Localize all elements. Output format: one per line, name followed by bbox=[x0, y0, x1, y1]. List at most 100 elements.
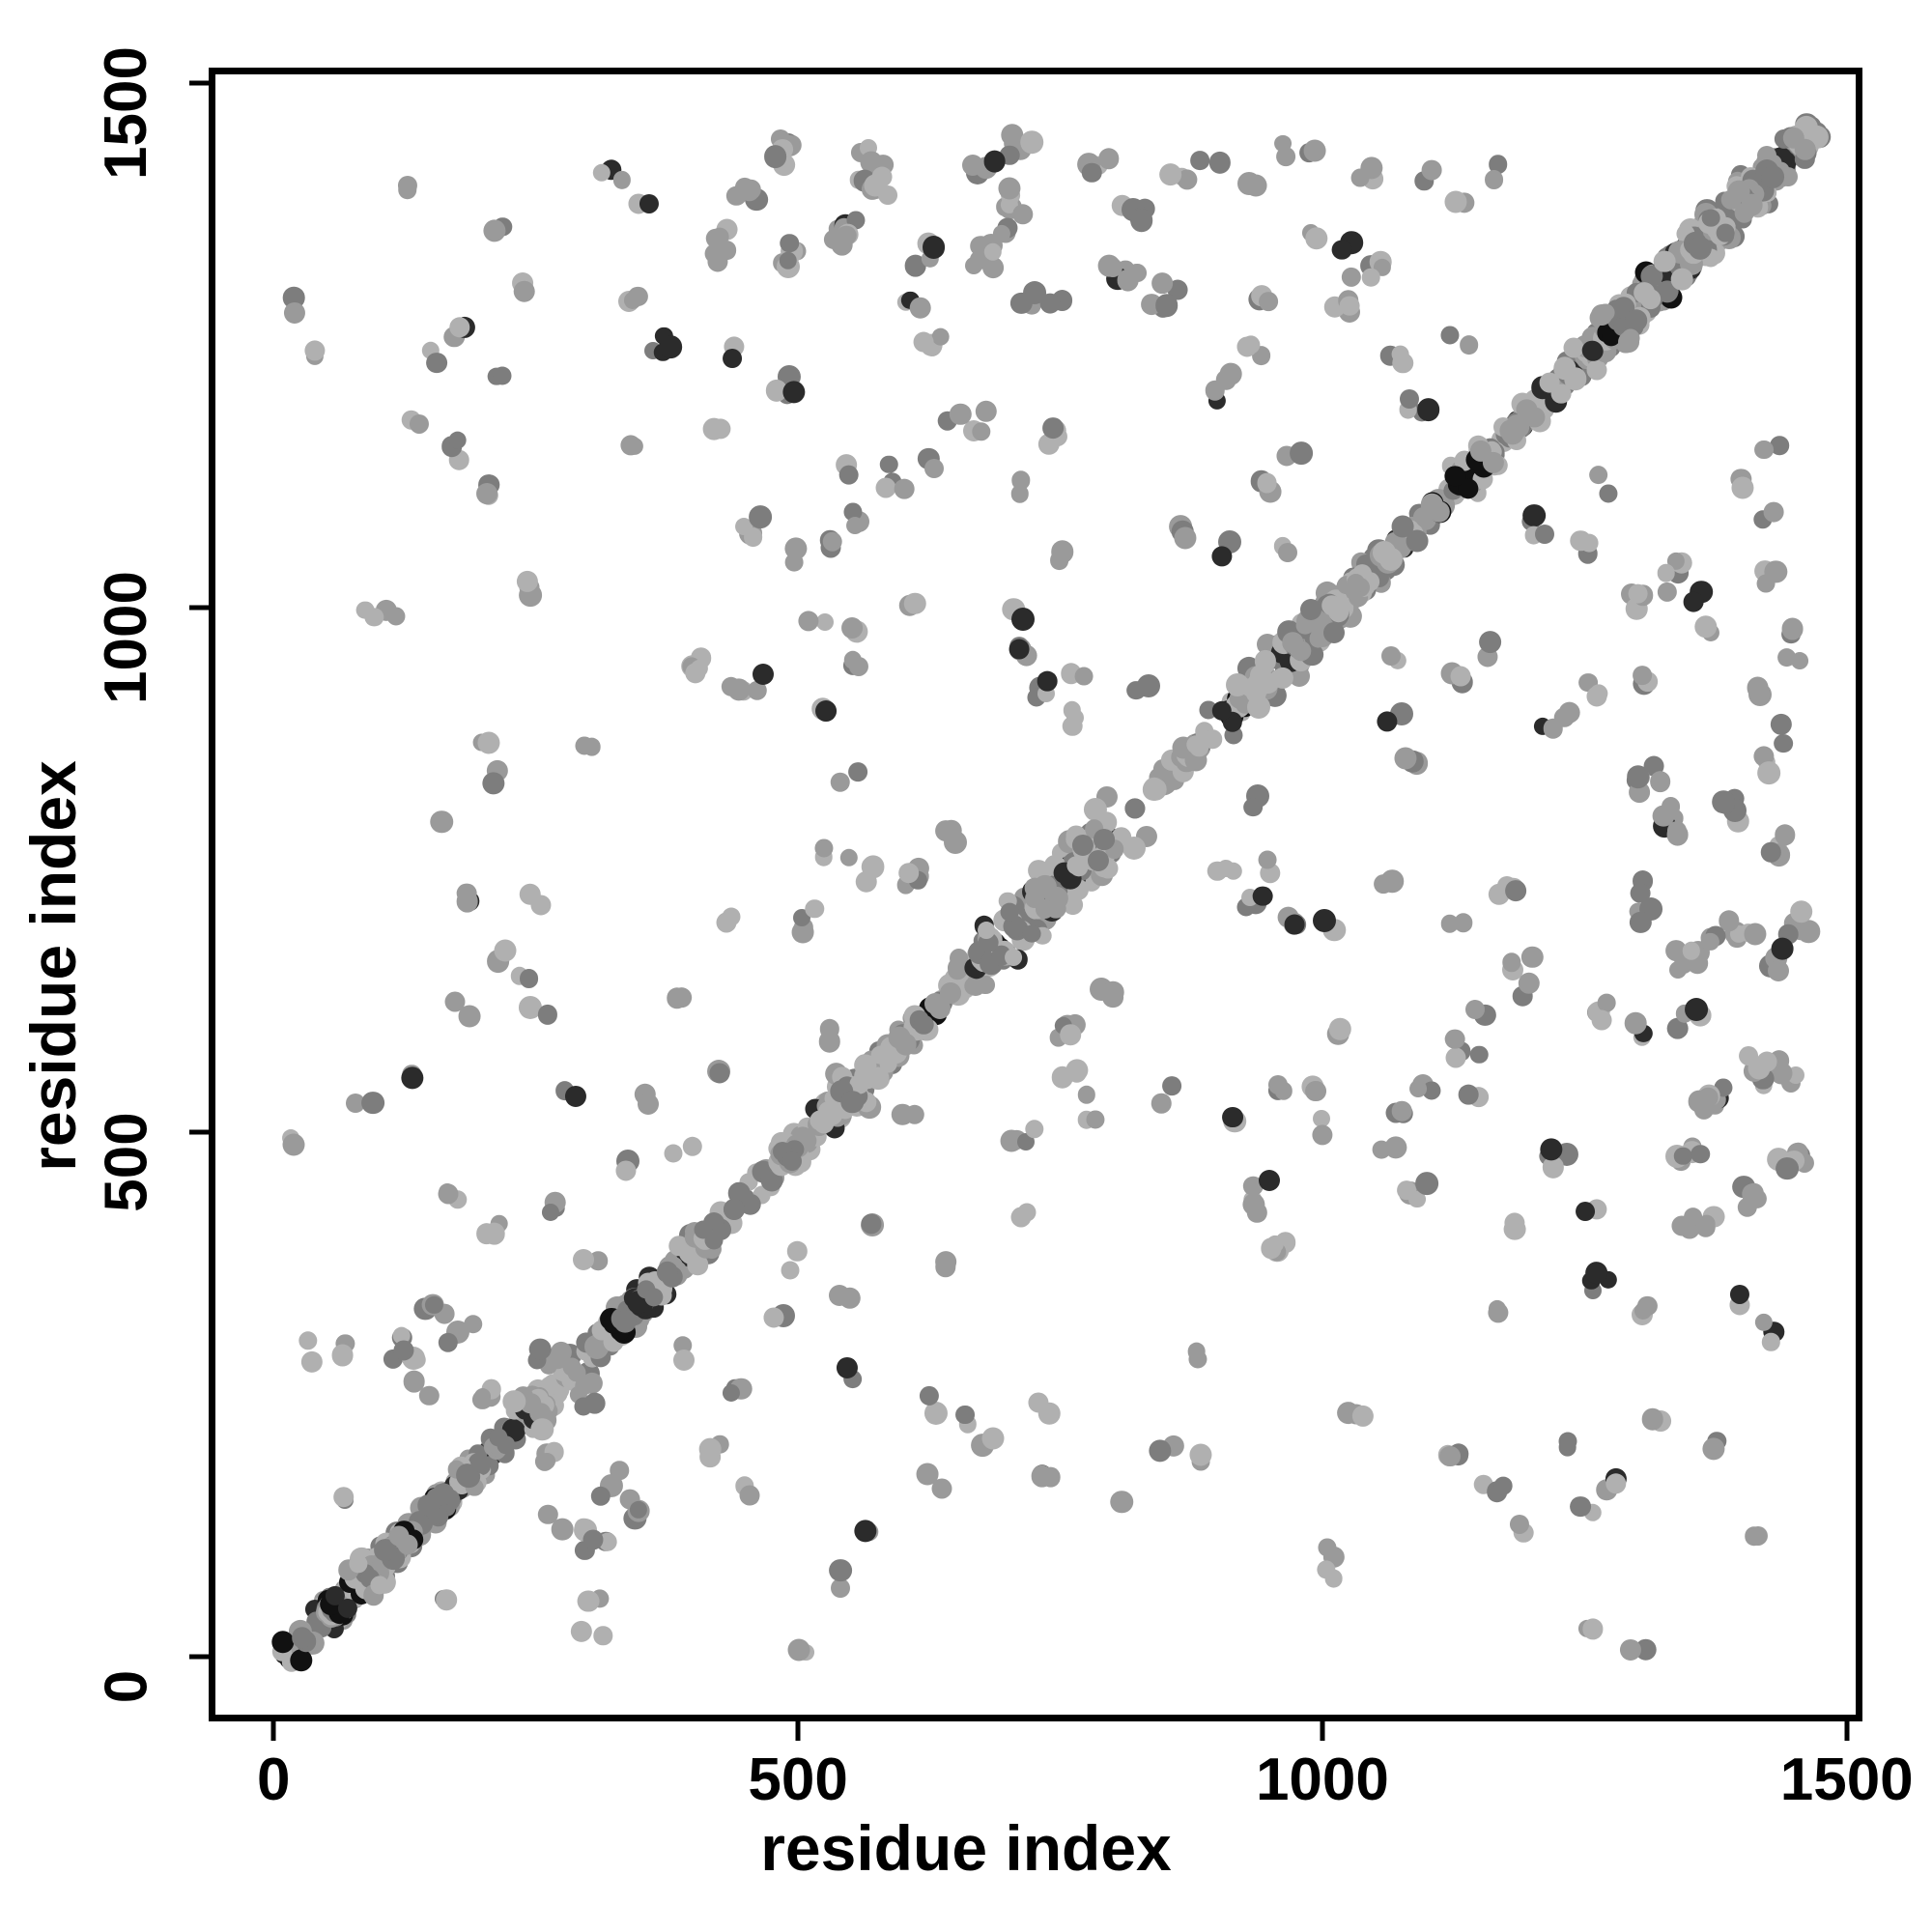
scatter-point bbox=[1009, 639, 1030, 660]
scatter-point bbox=[1039, 293, 1061, 314]
scatter-point bbox=[1312, 1124, 1333, 1146]
scatter-point bbox=[1757, 761, 1781, 785]
scatter-point bbox=[723, 1198, 746, 1221]
scatter-point bbox=[1671, 1215, 1692, 1236]
scatter-point bbox=[529, 1338, 552, 1360]
scatter-point bbox=[583, 1392, 606, 1414]
scatter-point bbox=[1049, 551, 1069, 570]
scatter-point bbox=[1331, 240, 1352, 260]
scatter-point bbox=[1727, 180, 1750, 203]
scatter-point bbox=[1690, 1145, 1711, 1164]
scatter-point bbox=[438, 1332, 458, 1353]
scatter-point bbox=[291, 1627, 313, 1649]
scatter-point bbox=[374, 1538, 397, 1562]
scatter-point bbox=[1775, 1156, 1799, 1180]
scatter-point bbox=[913, 1014, 934, 1035]
scatter-point bbox=[639, 193, 660, 213]
scatter-point bbox=[1683, 591, 1704, 612]
scatter-point bbox=[698, 1437, 722, 1461]
scatter-point bbox=[1717, 223, 1735, 242]
scatter-point bbox=[1117, 269, 1139, 292]
scatter-point bbox=[1657, 582, 1677, 603]
scatter-point bbox=[1154, 294, 1179, 318]
scatter-point bbox=[1558, 1432, 1577, 1451]
scatter-point bbox=[707, 251, 728, 272]
scatter-point bbox=[419, 1385, 440, 1406]
scatter-point bbox=[409, 414, 429, 435]
scatter-point bbox=[1774, 824, 1796, 845]
scatter-point bbox=[1649, 771, 1671, 792]
scatter-point bbox=[401, 1066, 424, 1090]
scatter-point bbox=[439, 1183, 456, 1202]
y-tick-label: 500 bbox=[93, 1112, 159, 1212]
scatter-point bbox=[1770, 713, 1792, 735]
scatter-point bbox=[1162, 1075, 1181, 1095]
scatter-point bbox=[1563, 337, 1584, 357]
scatter-point bbox=[998, 177, 1021, 200]
scatter-point bbox=[1000, 902, 1019, 922]
x-tick-1000 bbox=[1320, 1721, 1325, 1741]
scatter-point bbox=[1207, 861, 1228, 882]
scatter-point bbox=[338, 1599, 358, 1619]
scatter-point bbox=[1503, 1218, 1526, 1240]
scatter-point bbox=[1244, 174, 1267, 197]
scatter-point bbox=[829, 1284, 851, 1306]
scatter-point bbox=[1756, 574, 1776, 593]
scatter-point bbox=[436, 1589, 457, 1611]
scatter-point bbox=[838, 465, 860, 486]
scatter-point bbox=[1458, 1084, 1479, 1105]
scatter-point bbox=[1257, 472, 1278, 494]
scatter-point bbox=[837, 1356, 859, 1378]
scatter-point bbox=[981, 1427, 1005, 1450]
scatter-point bbox=[1685, 998, 1709, 1022]
scatter-point bbox=[682, 1136, 702, 1156]
scatter-point bbox=[1252, 886, 1273, 906]
scatter-point bbox=[615, 1159, 637, 1181]
x-tick-0 bbox=[270, 1721, 276, 1741]
scatter-point bbox=[1563, 367, 1587, 390]
scatter-point bbox=[940, 981, 962, 1004]
scatter-point bbox=[530, 1417, 554, 1441]
scatter-point bbox=[1657, 563, 1676, 582]
scatter-point bbox=[1582, 340, 1603, 361]
scatter-point bbox=[861, 856, 882, 877]
scatter-point bbox=[830, 772, 851, 792]
scatter-point bbox=[1017, 1203, 1037, 1222]
scatter-point bbox=[1124, 798, 1146, 819]
scatter-point bbox=[301, 1350, 324, 1374]
scatter-point bbox=[1277, 542, 1297, 562]
scatter-point bbox=[894, 478, 915, 499]
scatter-point bbox=[822, 531, 842, 553]
scatter-point bbox=[458, 1005, 481, 1028]
scatter-point bbox=[1324, 1569, 1343, 1588]
scatter-point bbox=[1781, 617, 1804, 640]
scatter-point bbox=[473, 1387, 492, 1406]
scatter-point bbox=[779, 251, 797, 270]
scatter-point bbox=[1040, 1466, 1061, 1488]
scatter-point bbox=[623, 292, 641, 310]
scatter-point bbox=[1409, 1080, 1427, 1098]
scatter-point bbox=[456, 883, 477, 903]
scatter-point bbox=[1444, 1029, 1465, 1050]
scatter-point bbox=[1072, 834, 1094, 856]
scatter-point bbox=[551, 1519, 574, 1541]
scatter-point bbox=[1341, 267, 1362, 287]
scatter-point bbox=[723, 349, 743, 369]
scatter-point bbox=[1258, 850, 1277, 869]
scatter-point bbox=[1744, 923, 1767, 946]
scatter-point bbox=[839, 848, 858, 867]
scatter-point bbox=[1394, 747, 1417, 770]
scatter-point bbox=[1372, 1140, 1391, 1159]
scatter-point bbox=[1339, 296, 1360, 316]
scatter-point bbox=[1243, 797, 1264, 817]
scatter-point bbox=[1521, 946, 1544, 969]
scatter-point bbox=[1591, 1009, 1612, 1031]
scatter-point bbox=[1284, 914, 1305, 935]
scatter-point bbox=[1374, 874, 1393, 895]
y-tick-1500 bbox=[189, 80, 209, 86]
x-tick-label: 1500 bbox=[1779, 1747, 1914, 1813]
scatter-point bbox=[282, 1133, 305, 1156]
scatter-point bbox=[875, 477, 896, 498]
scatter-point bbox=[1406, 529, 1429, 553]
